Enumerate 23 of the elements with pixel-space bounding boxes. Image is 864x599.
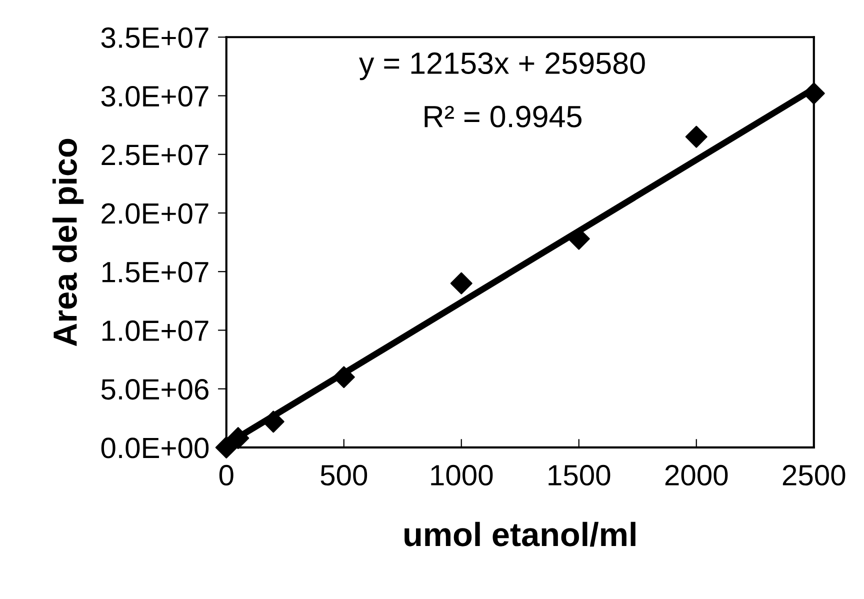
x-tick-label: 2000 xyxy=(665,464,728,486)
annotation: y = 12153x + 259580 xyxy=(359,52,645,80)
point xyxy=(332,366,355,388)
y-tick-label: 2.5E+07 xyxy=(102,144,208,166)
x-tick-label: 2500 xyxy=(782,464,846,486)
y-tick-label: 0.0E+00 xyxy=(101,438,209,458)
y-tick-label: 3.5E+07 xyxy=(101,27,208,48)
x-tick-label: 1500 xyxy=(548,464,610,486)
y-axis-title: Area del pico xyxy=(52,138,84,346)
y-tick-label: 1.0E+07 xyxy=(102,320,208,342)
x-axis-title: umol etanol/ml xyxy=(404,522,636,547)
point xyxy=(215,436,238,458)
point xyxy=(450,272,472,294)
y-tick-label: 3.0E+07 xyxy=(101,86,208,107)
point xyxy=(685,126,708,148)
x-tick-label: 1000 xyxy=(431,464,493,486)
y-tick-label: 1.5E+07 xyxy=(102,262,208,282)
x-tick-label: 500 xyxy=(320,464,368,486)
annotation: R² = 0.9945 xyxy=(424,106,582,128)
y-tick-label: 2.0E+07 xyxy=(102,203,208,224)
point xyxy=(227,427,250,450)
y-tick-label: 5.0E+06 xyxy=(101,379,208,400)
x-tick-label: 0 xyxy=(219,464,234,486)
